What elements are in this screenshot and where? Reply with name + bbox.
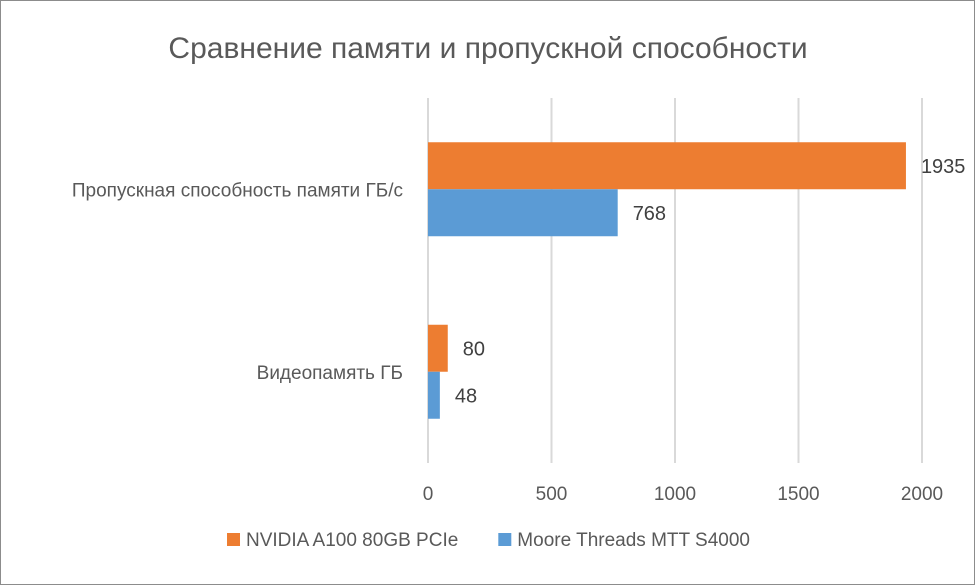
bar-value-label: 1935 [921, 156, 966, 178]
legend-item: Moore Threads MTT S4000 [498, 530, 750, 551]
bar-value-label: 80 [463, 338, 485, 360]
bar [428, 142, 906, 190]
x-tick-label: 0 [423, 484, 434, 505]
x-tick-label: 1000 [654, 484, 696, 505]
bar-value-label: 48 [455, 385, 477, 407]
x-tick-label: 500 [536, 484, 568, 505]
data-labels: 1935 768 80 48 [455, 156, 966, 408]
legend-label: Moore Threads MTT S4000 [517, 530, 750, 551]
chart-title: Сравнение памяти и пропускной способност… [168, 32, 807, 65]
bar [428, 324, 448, 372]
legend-swatch [498, 533, 512, 546]
bars [428, 142, 906, 419]
bar [428, 371, 440, 419]
bar [428, 189, 618, 237]
category-label: Пропускная способность памяти ГБ/с [72, 180, 403, 201]
x-axis-ticks: 0 500 1000 1500 2000 [423, 484, 943, 505]
x-tick-label: 1500 [777, 484, 819, 505]
category-labels: Пропускная способность памяти ГБ/с Видеоп… [72, 180, 403, 384]
legend-item: NVIDIA A100 80GB PCIe [227, 530, 458, 551]
x-tick-label: 2000 [901, 484, 943, 505]
legend-swatch [227, 533, 241, 546]
legend-label: NVIDIA A100 80GB PCIe [246, 530, 458, 551]
bar-value-label: 768 [633, 203, 666, 225]
legend: NVIDIA A100 80GB PCIe Moore Threads MTT S… [227, 530, 750, 551]
category-label: Видеопамять ГБ [257, 363, 403, 384]
